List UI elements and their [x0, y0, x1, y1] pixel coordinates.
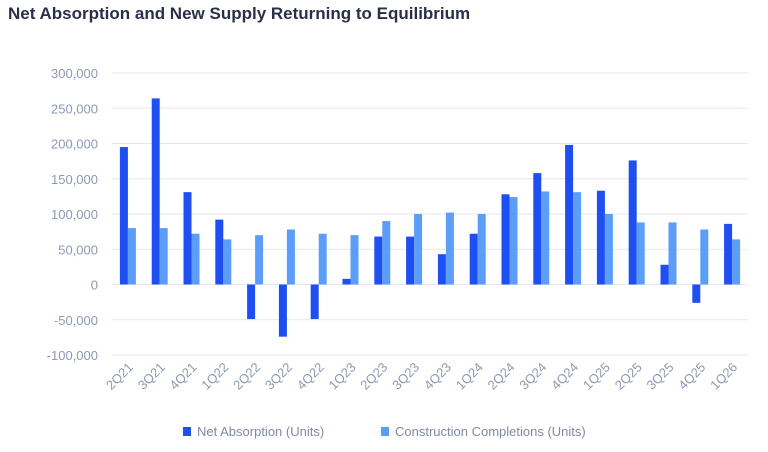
x-tick-label: 2Q22	[230, 360, 263, 393]
y-tick-label: 200,000	[51, 137, 98, 152]
net-absorption-bar	[692, 284, 701, 303]
y-axis-ticks: 300,000 250,000 200,000 150,000 100,000 50,00…	[47, 66, 98, 363]
construction-completions-bar	[382, 221, 391, 285]
net-absorption-bar	[310, 284, 319, 320]
x-tick-label: 2Q25	[612, 360, 645, 393]
net-absorption-bar	[437, 254, 446, 285]
construction-completions-bar	[604, 214, 613, 285]
x-tick-label: 4Q24	[548, 360, 581, 393]
net-absorption-bar	[628, 160, 637, 285]
construction-completions-bar	[286, 229, 295, 285]
construction-completions-bar	[509, 197, 518, 285]
x-axis-ticks: 2Q213Q214Q211Q222Q223Q224Q221Q232Q233Q23…	[103, 360, 740, 393]
legend-net-absorption-label: Net Absorption (Units)	[197, 424, 324, 439]
net-absorption-bar	[501, 194, 510, 285]
net-absorption-bar	[374, 236, 383, 285]
y-tick-label: 150,000	[51, 172, 98, 187]
y-tick-label: 250,000	[51, 101, 98, 116]
construction-completions-bar	[636, 222, 645, 285]
gridlines	[112, 72, 748, 356]
construction-completions-bar	[255, 235, 264, 285]
construction-completions-bar	[445, 212, 454, 285]
y-tick-label: 300,000	[51, 66, 98, 81]
x-tick-label: 2Q21	[103, 360, 136, 393]
y-tick-label: 0	[91, 278, 98, 293]
net-absorption-bar	[533, 173, 542, 285]
legend-construction-completions-swatch	[381, 427, 389, 436]
x-tick-label: 1Q24	[453, 360, 486, 393]
y-tick-label: 50,000	[58, 242, 98, 257]
chart-title: Net Absorption and New Supply Returning …	[8, 4, 471, 23]
construction-completions-bar	[127, 228, 136, 285]
construction-completions-bar	[159, 228, 168, 285]
net-absorption-bar	[151, 98, 160, 285]
construction-completions-bar	[700, 229, 709, 285]
x-tick-label: 1Q26	[707, 360, 740, 393]
x-tick-label: 1Q23	[326, 360, 359, 393]
construction-completions-bar	[541, 191, 550, 285]
net-absorption-bar	[565, 144, 574, 285]
y-tick-label: -50,000	[54, 313, 98, 328]
net-absorption-bar	[469, 233, 478, 285]
construction-completions-bar	[350, 235, 359, 285]
x-tick-label: 1Q22	[198, 360, 231, 393]
x-tick-label: 1Q25	[580, 360, 613, 393]
x-tick-label: 3Q23	[389, 360, 422, 393]
construction-completions-bar	[668, 222, 677, 285]
net-absorption-bar	[247, 284, 256, 320]
construction-completions-bar	[191, 233, 200, 285]
net-absorption-bar	[183, 192, 192, 285]
x-tick-label: 4Q22	[294, 360, 327, 393]
net-absorption-bar	[660, 264, 669, 285]
net-absorption-bar	[724, 223, 733, 285]
net-absorption-bar	[596, 190, 605, 285]
bars	[119, 98, 741, 337]
construction-completions-bar	[573, 192, 582, 285]
x-tick-label: 4Q25	[675, 360, 708, 393]
y-tick-label: 100,000	[51, 207, 98, 222]
legend-net-absorption-swatch	[183, 427, 191, 436]
y-tick-label: -100,000	[47, 348, 98, 363]
x-tick-label: 3Q25	[644, 360, 677, 393]
construction-completions-bar	[318, 233, 327, 285]
net-absorption-bar	[342, 278, 351, 285]
x-tick-label: 3Q21	[135, 360, 168, 393]
net-absorption-bar	[119, 147, 128, 285]
construction-completions-bar	[223, 239, 232, 285]
x-tick-label: 4Q23	[421, 360, 454, 393]
construction-completions-bar	[414, 214, 423, 285]
net-absorption-bar	[215, 219, 224, 285]
x-tick-label: 2Q24	[485, 360, 518, 393]
construction-completions-bar	[477, 214, 486, 285]
legend-construction-completions-label: Construction Completions (Units)	[395, 424, 586, 439]
construction-completions-bar	[732, 239, 741, 285]
net-absorption-bar	[278, 284, 287, 337]
legend: Net Absorption (Units) Construction Compl…	[183, 424, 586, 439]
x-tick-label: 4Q21	[167, 360, 200, 393]
net-absorption-bar	[406, 236, 415, 285]
x-tick-label: 3Q24	[516, 360, 549, 393]
x-tick-label: 3Q22	[262, 360, 295, 393]
x-tick-label: 2Q23	[357, 360, 390, 393]
